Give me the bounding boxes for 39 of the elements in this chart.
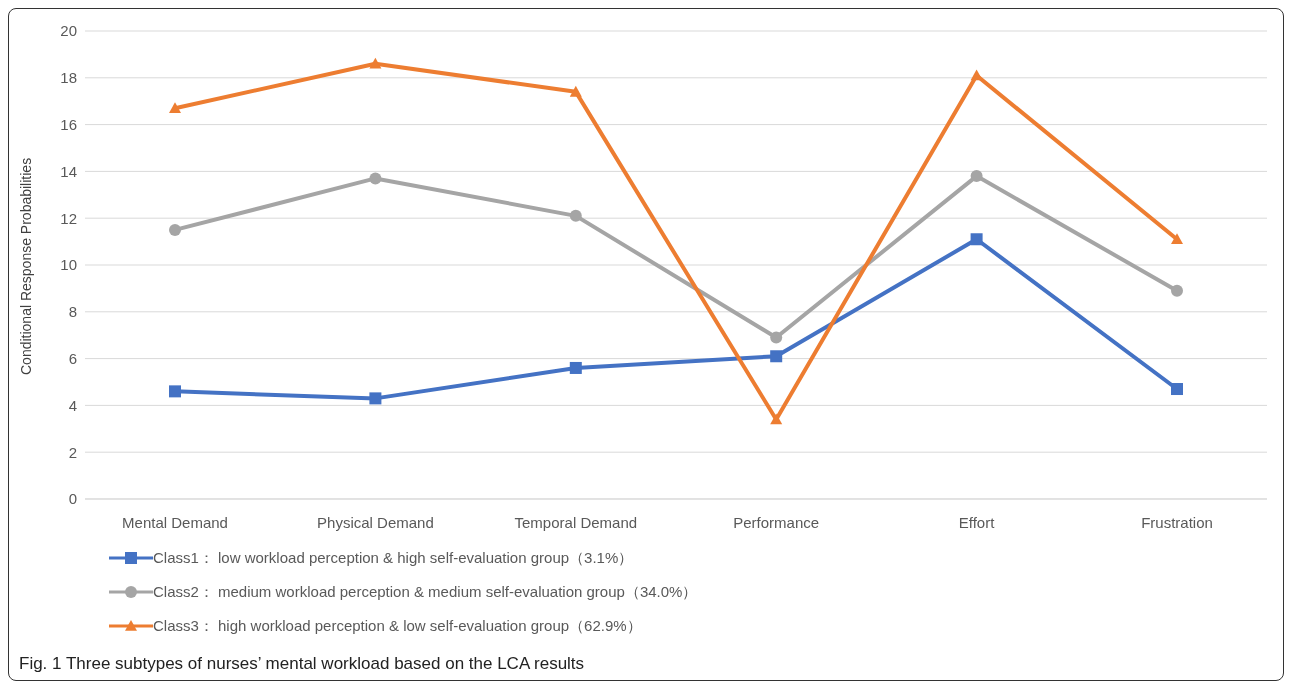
legend-label: Class1： low workload perception & high self-evaluation group（3.1%） [153,548,634,568]
x-tick-label: Performance [733,513,820,531]
point [169,223,181,236]
point [970,170,983,183]
x-tick-label: Mental Demand [122,513,228,531]
y-tick-label: 4 [68,396,77,414]
x-tick-label: Temporal Demand [514,513,638,531]
x-tick-label: Physical Demand [317,513,434,531]
y-tick-label: 12 [60,209,77,227]
caption: Fig. 1 Three subtypes of nurses’ mental workload based on the LCA results [19,654,585,674]
x-tick-label: Effort [958,513,996,531]
point [369,392,382,405]
x-tick-label: Frustration [1141,513,1213,531]
point [369,172,382,185]
point [1171,383,1183,396]
point [569,85,582,97]
point [1171,233,1183,245]
y-tick-label: 8 [68,303,77,321]
y-tick-label: 16 [60,115,77,133]
y-tick-label: 0 [68,490,77,508]
y-tick-label: 6 [68,349,77,367]
point [970,233,983,246]
y-tick-label: 14 [60,162,77,180]
point [569,361,582,374]
point [169,385,181,398]
y-tick-label: 20 [60,22,77,40]
point [369,57,382,69]
legend-label: Class3： high workload perception & low self-evaluation group（62.9%） [153,616,642,636]
y-tick-label: 2 [68,443,77,461]
point [1171,284,1183,297]
point [770,413,783,425]
point [770,350,783,363]
point [770,331,783,344]
y-axis-title: Conditional Response Probabilities [17,157,34,375]
y-tick-label: 18 [60,69,77,87]
legend-label: Class2： medium workload perception & medium self-evaluation group（34.0%） [153,582,698,602]
point [569,209,582,222]
point [169,102,181,114]
y-tick-label: 10 [60,256,77,274]
